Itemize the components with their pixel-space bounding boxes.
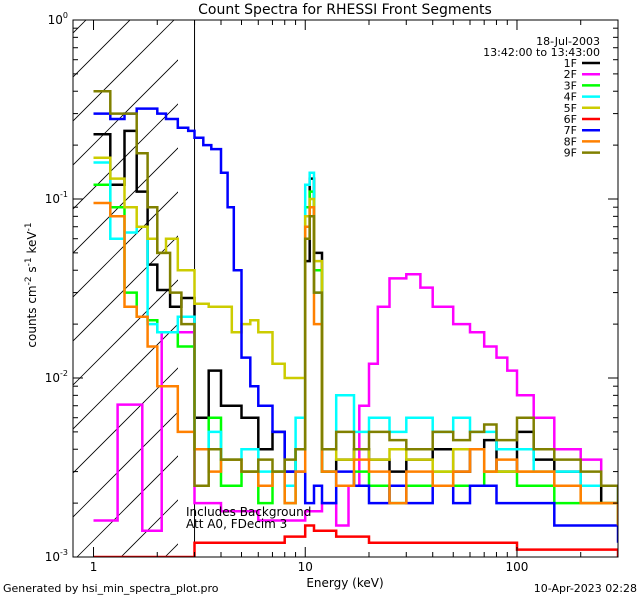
- series-line-5f: [93, 156, 618, 526]
- legend-label-9f: 9F: [564, 147, 577, 160]
- hatch-line: [73, 279, 178, 386]
- hatch-line: [73, 20, 175, 122]
- legend-label-7f: 7F: [564, 124, 577, 137]
- legend-label-2f: 2F: [564, 68, 577, 81]
- annotation-background: Includes Background: [186, 505, 311, 519]
- plot-frame: [72, 19, 619, 558]
- series-line-2f: [93, 272, 618, 533]
- x-tick-label: 1: [90, 560, 98, 574]
- series-line-6f: [93, 524, 618, 557]
- x-tick-label: 100: [506, 560, 529, 574]
- hatch-line: [73, 59, 178, 166]
- hatch-line: [297, 0, 640, 557]
- series-line-9f: [93, 89, 618, 504]
- footer-timestamp: 10-Apr-2023 02:28: [533, 582, 637, 595]
- observation-time-range: 13:42:00 to 13:43:00: [483, 46, 600, 59]
- hatch-line: [73, 20, 87, 34]
- legend-label-1f: 1F: [564, 57, 577, 70]
- y-axis-label: counts cm-2 s-1 keV-1: [24, 222, 39, 347]
- series-line-7f: [93, 107, 618, 543]
- series-line-8f: [93, 201, 618, 526]
- y-tick-label: 10-3: [45, 548, 68, 564]
- legend-label-4f: 4F: [564, 91, 577, 104]
- x-tick-label: 10: [298, 560, 313, 574]
- hatch-line: [73, 411, 178, 518]
- hatch-line: [0, 0, 17, 557]
- observation-date: 18-Jul-2003: [536, 35, 600, 48]
- series-line-1f: [93, 129, 618, 526]
- legend-label-8f: 8F: [564, 135, 577, 148]
- hatch-line: [73, 235, 178, 342]
- y-tick-label: 10-2: [45, 369, 68, 385]
- hatch-line: [73, 191, 178, 298]
- x-axis: 1 10 100: [90, 20, 619, 574]
- series-lines: [93, 89, 618, 557]
- y-axis: 10-3 10-2 10-1 100: [45, 11, 618, 564]
- series-line-3f: [93, 183, 618, 526]
- hatch-line: [76, 455, 178, 557]
- x-axis-label: Energy (keV): [306, 576, 383, 590]
- hatch-line: [0, 0, 105, 557]
- hatch-line: [73, 20, 131, 78]
- y-tick-label: 100: [48, 11, 68, 27]
- legend-label-6f: 6F: [564, 113, 577, 126]
- hatch-line: [73, 367, 178, 474]
- hatch-line: [341, 0, 640, 557]
- annotation-attenuator: Att A0, FDecim 3: [186, 517, 287, 531]
- legend-label-5f: 5F: [564, 102, 577, 115]
- legend-label-3f: 3F: [564, 79, 577, 92]
- hatched-region: [0, 0, 640, 557]
- y-tick-label: 10-1: [45, 190, 68, 206]
- footer-generator: Generated by hsi_min_spectra_plot.pro: [3, 582, 219, 595]
- hatch-line: [120, 499, 178, 557]
- chart-title: Count Spectra for RHESSI Front Segments: [198, 2, 492, 18]
